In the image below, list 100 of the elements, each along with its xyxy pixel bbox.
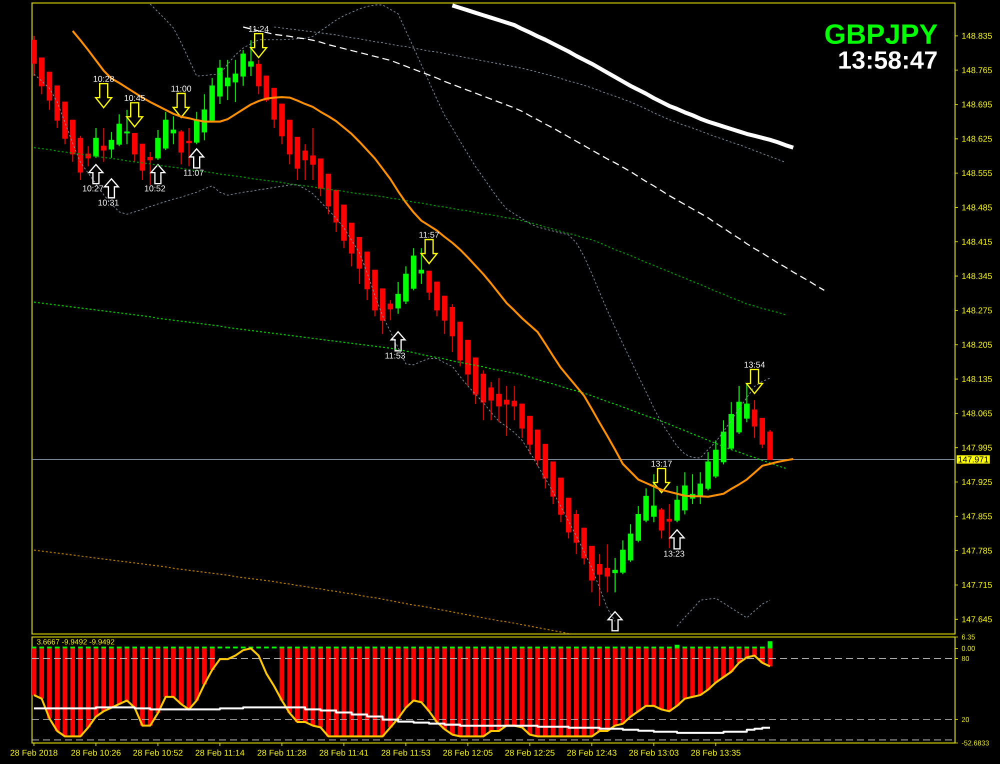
bar bbox=[659, 648, 664, 710]
candlestick bbox=[32, 35, 37, 77]
bar bbox=[542, 648, 548, 736]
bar bbox=[280, 648, 284, 700]
bar bbox=[349, 648, 354, 736]
bar bbox=[364, 648, 370, 736]
bar bbox=[496, 648, 502, 731]
candlestick bbox=[504, 385, 510, 436]
bar bbox=[148, 648, 152, 726]
bar bbox=[450, 648, 455, 735]
bar bbox=[481, 648, 486, 736]
candlestick bbox=[388, 300, 394, 321]
candlestick bbox=[100, 128, 106, 162]
candlestick bbox=[124, 109, 130, 145]
annotation: 10:52 bbox=[144, 185, 166, 192]
candlestick bbox=[232, 59, 238, 103]
candlestick bbox=[202, 94, 208, 141]
bar bbox=[310, 648, 316, 726]
bar bbox=[674, 644, 680, 648]
candlestick bbox=[620, 540, 626, 575]
bar bbox=[768, 648, 772, 666]
bar bbox=[636, 648, 641, 712]
annotation: 11:00 bbox=[171, 86, 192, 92]
y-tick-label: 147.645 bbox=[962, 616, 992, 622]
x-tick-label: 28 Feb 12:25 bbox=[505, 750, 555, 756]
y-tick-label: 148.835 bbox=[962, 32, 992, 39]
annotation: 13:54 bbox=[744, 362, 765, 368]
bar bbox=[372, 648, 378, 736]
candlestick bbox=[744, 383, 750, 423]
text: GBPJPY bbox=[825, 24, 938, 44]
bar bbox=[682, 648, 688, 699]
y-tick-label: 147.785 bbox=[962, 548, 992, 554]
candlestick bbox=[178, 129, 184, 165]
bar bbox=[674, 648, 680, 706]
bar bbox=[86, 648, 90, 728]
bar bbox=[62, 648, 68, 736]
bar bbox=[388, 648, 393, 728]
bar bbox=[651, 648, 656, 706]
bar bbox=[302, 648, 308, 722]
y-tick-label: 148.275 bbox=[962, 307, 992, 314]
x-tick-label: 28 Feb 13:35 bbox=[691, 750, 740, 756]
bar bbox=[419, 648, 424, 702]
text: 13:58:47 bbox=[839, 51, 937, 69]
bar bbox=[434, 648, 440, 722]
candlestick bbox=[612, 558, 618, 593]
bar bbox=[171, 648, 176, 697]
x-tick-label: 28 Feb 12:43 bbox=[567, 750, 616, 756]
bar bbox=[574, 648, 579, 736]
y-tick-label: 148.555 bbox=[962, 170, 992, 176]
bar bbox=[582, 648, 586, 736]
candlestick bbox=[418, 248, 424, 284]
y-tick-label: 148.695 bbox=[962, 101, 992, 108]
bar bbox=[604, 648, 610, 731]
bar bbox=[326, 648, 331, 736]
candlestick bbox=[132, 132, 138, 162]
annotation: 10:31 bbox=[98, 200, 119, 206]
candlestick bbox=[116, 114, 122, 147]
annotation: 13:23 bbox=[664, 550, 684, 557]
point bbox=[189, 148, 204, 169]
y-tick-label: 147.925 bbox=[962, 478, 992, 486]
candlestick bbox=[93, 128, 99, 158]
bar bbox=[124, 648, 130, 700]
bar bbox=[628, 648, 633, 717]
candlestick bbox=[488, 381, 494, 421]
y-tick-label: 148.065 bbox=[962, 410, 992, 416]
x-tick-label: 28 Feb 12:05 bbox=[443, 750, 493, 756]
candlestick bbox=[674, 485, 680, 523]
candlestick bbox=[155, 129, 161, 160]
point bbox=[150, 164, 166, 184]
bar bbox=[706, 648, 710, 690]
bar bbox=[318, 648, 323, 728]
candlestick bbox=[248, 40, 254, 77]
bar bbox=[690, 648, 695, 697]
bar bbox=[504, 648, 509, 726]
x-tick-label: 28 Feb 11:41 bbox=[320, 750, 368, 756]
bar bbox=[752, 648, 757, 656]
y-tick-label: 148.205 bbox=[962, 342, 992, 348]
x-tick-label: 28 Feb 10:26 bbox=[71, 750, 121, 756]
x-tick-label: 28 Feb 11:53 bbox=[382, 750, 430, 756]
bar bbox=[404, 648, 408, 708]
bar bbox=[466, 648, 470, 736]
bar bbox=[426, 648, 432, 712]
bar bbox=[473, 648, 478, 736]
y-tick-label: 147.855 bbox=[962, 513, 992, 520]
candlestick bbox=[147, 152, 153, 186]
bar bbox=[442, 648, 447, 730]
candlestick bbox=[85, 146, 91, 167]
bar bbox=[589, 648, 594, 736]
candlestick bbox=[512, 385, 518, 421]
annotation: 11:07 bbox=[184, 170, 204, 176]
candlestick bbox=[658, 507, 664, 539]
y-tick-label: 148.625 bbox=[962, 136, 992, 142]
candlestick bbox=[302, 144, 308, 180]
point bbox=[88, 164, 104, 184]
bar bbox=[721, 648, 726, 678]
bar bbox=[116, 648, 122, 704]
candlestick bbox=[666, 504, 672, 549]
bar bbox=[558, 648, 564, 736]
y-tick-label: 147.995 bbox=[962, 444, 992, 451]
bar bbox=[101, 648, 106, 712]
